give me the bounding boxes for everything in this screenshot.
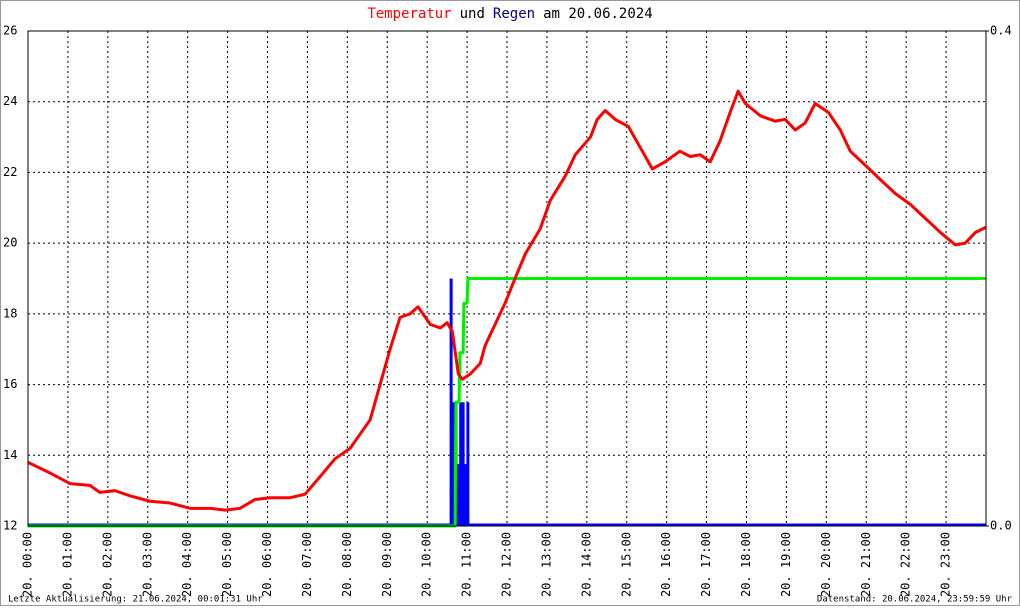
x-tick-label: 20. 14:00: [579, 532, 593, 597]
x-tick-label: 20. 23:00: [939, 532, 953, 597]
footer-right: Datenstand: 20.06.2024, 23:59:59 Uhr: [817, 595, 1013, 605]
line: [28, 277, 986, 528]
y2-tick-label: 0.4: [990, 24, 1012, 38]
chart-title: Temperatur und Regen am 20.06.2024: [367, 6, 652, 22]
x-tick-label: 20. 04:00: [180, 532, 194, 597]
line: [27, 89, 987, 512]
bar: [452, 402, 456, 526]
x-tick-label: 20. 15:00: [619, 532, 633, 597]
bar: [463, 464, 467, 526]
bar: [449, 278, 453, 526]
x-tick-label: 20. 21:00: [859, 532, 873, 597]
x-tick-label: 20. 22:00: [899, 532, 913, 597]
x-tick-label: 20. 05:00: [220, 532, 234, 597]
plot-border: [27, 30, 987, 527]
x-tick-label: 20. 02:00: [100, 532, 114, 597]
bar: [456, 464, 460, 526]
y-tick-label: 18: [3, 306, 17, 320]
y-tick-label: 12: [3, 519, 17, 533]
x-tick-label: 20. 16:00: [659, 532, 673, 597]
x-tick-label: 20. 19:00: [779, 532, 793, 597]
y-tick-label: 22: [3, 165, 17, 179]
x-tick-label: 20. 18:00: [739, 532, 753, 597]
footer-left: Letzte Aktualisierung: 21.06.2024, 00:01…: [8, 595, 263, 605]
y-tick-label: 16: [3, 377, 17, 391]
x-tick-label: 20. 09:00: [380, 532, 394, 597]
y-tick-label: 20: [3, 236, 17, 250]
x-tick-label: 20. 13:00: [539, 532, 553, 597]
x-tick-label: 20. 17:00: [699, 532, 713, 597]
x-tick-label: 20. 11:00: [460, 532, 474, 597]
y2-tick-label: 0.0: [990, 519, 1012, 533]
x-tick-label: 20. 07:00: [300, 532, 314, 597]
title-part: Temperatur: [367, 6, 451, 22]
title-part: und: [460, 6, 485, 22]
x-tick-label: 20. 00:00: [21, 532, 35, 597]
title-part: am 20.06.2024: [543, 6, 653, 22]
y-tick-label: 24: [3, 94, 17, 108]
x-tick-label: 20. 08:00: [340, 532, 354, 597]
x-tick-label: 20. 10:00: [420, 532, 434, 597]
y-tick-label: 14: [3, 448, 17, 462]
bar: [461, 402, 465, 526]
x-tick-label: 20. 01:00: [60, 532, 74, 597]
x-tick-label: 20. 12:00: [500, 532, 514, 597]
bar: [466, 402, 470, 526]
bar: [459, 402, 463, 526]
x-tick-label: 20. 03:00: [140, 532, 154, 597]
x-tick-label: 20. 06:00: [260, 532, 274, 597]
x-tick-label: 20. 20:00: [819, 532, 833, 597]
title-part: Regen: [493, 6, 535, 22]
y-tick-label: 26: [3, 24, 17, 38]
